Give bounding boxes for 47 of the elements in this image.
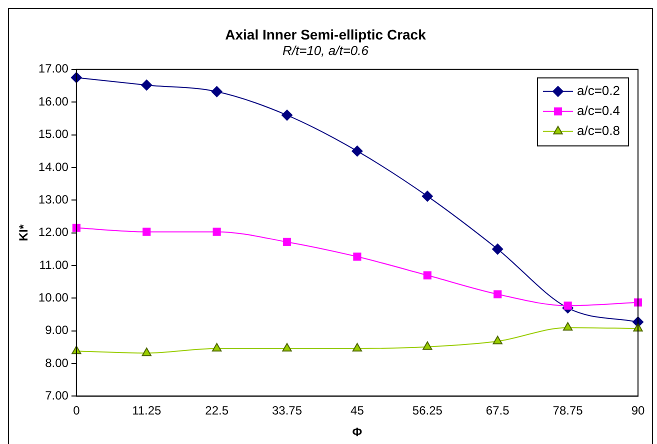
y-tick-label: 10.00 <box>38 290 69 304</box>
y-tick-label: 7.00 <box>45 388 69 403</box>
point <box>564 302 572 310</box>
point <box>212 228 221 236</box>
x-axis-title: Φ <box>352 425 362 440</box>
y-tick-label: 12.00 <box>38 225 69 240</box>
point <box>494 290 502 298</box>
y-tick-label: 9.00 <box>45 323 69 338</box>
x-tick-label: 0 <box>73 404 80 418</box>
point <box>492 244 504 255</box>
x-tick-label: 78.75 <box>552 404 584 418</box>
x-tick-label: 67.5 <box>486 404 510 418</box>
x-tick-label: 11.25 <box>132 404 162 418</box>
point <box>142 348 152 356</box>
point <box>282 342 292 352</box>
y-tick-label: 13.00 <box>38 192 69 206</box>
y-tick-label: 15.00 <box>38 127 69 142</box>
y-axis-title: KI* <box>16 224 31 242</box>
point <box>212 342 222 352</box>
point <box>282 238 292 246</box>
point <box>353 252 362 261</box>
legend-label: a/c=0.4 <box>576 102 620 118</box>
chart-subtitle: R/t=10, a/t=0.6 <box>282 43 370 58</box>
x-tick-label: 33.75 <box>272 404 302 418</box>
point <box>211 86 222 98</box>
point <box>422 341 432 350</box>
y-tick-label: 14.00 <box>38 160 69 174</box>
y-tick-label: 17.00 <box>38 62 69 76</box>
point <box>352 342 362 352</box>
point <box>282 110 293 121</box>
x-tick-label: 45 <box>350 404 364 418</box>
point <box>352 146 363 157</box>
y-tick-label: 11.00 <box>39 258 69 272</box>
point <box>423 271 432 280</box>
chart-title: Axial Inner Semi-elliptic Crack <box>225 26 426 42</box>
y-tick-label: 16.00 <box>38 94 69 108</box>
point <box>492 336 502 344</box>
x-tick-label: 22.5 <box>205 404 229 418</box>
x-tick-label: 90 <box>631 404 645 418</box>
legend-label: a/c=0.2 <box>576 82 620 98</box>
point <box>142 228 151 236</box>
legend-label: a/c=0.8 <box>576 122 620 138</box>
point <box>562 322 573 331</box>
point <box>422 190 433 202</box>
x-tick-label: 56.25 <box>412 404 443 418</box>
point <box>141 80 152 91</box>
y-tick-label: 8.00 <box>45 356 69 370</box>
